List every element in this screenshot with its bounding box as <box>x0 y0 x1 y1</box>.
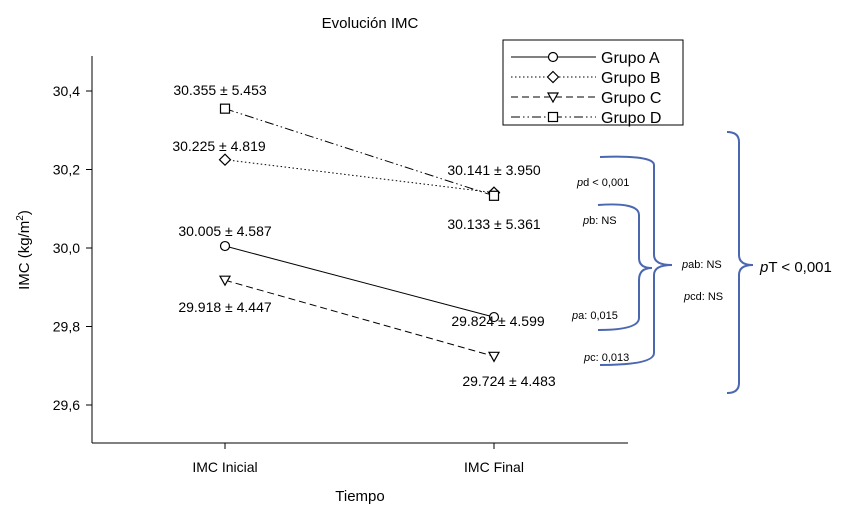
point-marker <box>547 111 559 123</box>
data-label: 29.918 ± 4.447 <box>178 299 272 315</box>
point-marker <box>218 275 232 287</box>
series-grupo-a <box>219 240 500 323</box>
point-marker <box>546 92 560 104</box>
legend-box <box>502 39 684 126</box>
significance-annotations: pd < 0,001 pb: NS pa: 0,015 pc: 0,013 pa… <box>571 177 832 364</box>
point-marker <box>488 311 500 323</box>
legend-label: Grupo C <box>601 90 661 107</box>
point-marker <box>488 190 500 201</box>
series-line <box>224 279 495 357</box>
y-ticks: 29,6 29,8 30,0 30,2 30,4 <box>53 83 92 413</box>
x-axis-label: Tiempo <box>335 488 384 505</box>
data-label: 30.355 ± 5.453 <box>173 82 267 98</box>
series-grupo-c <box>218 275 501 363</box>
legend-label: Grupo D <box>601 110 661 127</box>
x-tick-label: IMC Final <box>464 459 524 475</box>
annotation-pab: pab: NS <box>681 259 722 271</box>
y-tick-label: 30,2 <box>53 162 80 178</box>
bracket-left <box>599 155 673 366</box>
series-grupo-d <box>219 103 500 201</box>
series-layer <box>218 103 501 363</box>
x-ticks: IMC Inicial IMC Final <box>192 443 524 475</box>
data-label: 30.225 ± 4.819 <box>172 138 266 154</box>
y-axis-label: IMC (kg/m2) <box>15 210 33 290</box>
annotation-pcd: pcd: NS <box>683 291 723 303</box>
series-line <box>224 245 495 318</box>
y-tick-label: 30,4 <box>53 83 80 99</box>
point-marker <box>546 70 560 84</box>
y-tick-label: 30,0 <box>53 240 80 256</box>
point-marker <box>487 351 501 363</box>
data-label: 29.824 ± 4.599 <box>451 313 545 329</box>
x-tick-label: IMC Inicial <box>192 459 257 475</box>
value-labels: 30.005 ± 4.587 29.824 ± 4.599 30.225 ± 4.8… <box>172 82 556 389</box>
significance-brackets <box>597 131 754 394</box>
annotation-pc: pc: 0,013 <box>583 352 629 364</box>
chart-title: Evolución IMC <box>322 15 419 32</box>
bracket-right <box>726 131 754 394</box>
annotation-pt: pT < 0,001 <box>759 259 832 276</box>
annotation-pd: pd < 0,001 <box>576 177 629 189</box>
legend-label: Grupo A <box>601 50 660 67</box>
data-label: 30.141 ± 3.950 <box>447 162 541 178</box>
data-label: 29.724 ± 4.483 <box>462 373 556 389</box>
annotation-pa: pa: 0,015 <box>571 310 618 322</box>
legend-label: Grupo B <box>601 70 661 87</box>
annotation-pb: pb: NS <box>582 215 617 227</box>
point-marker <box>547 51 559 63</box>
point-marker <box>218 153 232 167</box>
y-tick-label: 29,8 <box>53 319 80 335</box>
bracket-inner <box>597 203 653 331</box>
point-marker <box>219 103 231 114</box>
legend: Grupo A Grupo B Grupo C Grupo D <box>502 39 684 127</box>
series-line <box>224 108 495 197</box>
data-label: 30.005 ± 4.587 <box>178 223 272 239</box>
axes <box>91 56 628 444</box>
series-line <box>224 159 495 194</box>
data-label: 30.133 ± 5.361 <box>447 216 541 232</box>
y-tick-label: 29,6 <box>53 397 80 413</box>
point-marker <box>219 240 231 252</box>
